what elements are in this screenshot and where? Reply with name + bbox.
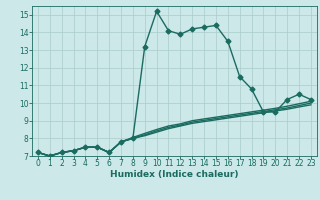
X-axis label: Humidex (Indice chaleur): Humidex (Indice chaleur)	[110, 170, 239, 179]
